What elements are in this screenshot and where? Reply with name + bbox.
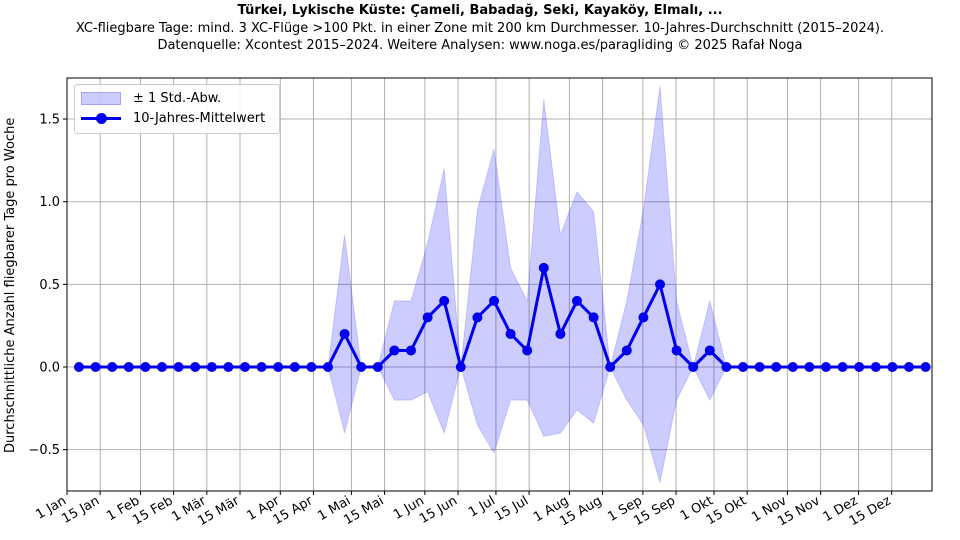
data-point	[638, 312, 649, 323]
data-point	[306, 362, 317, 372]
legend-std-label: ± 1 Std.-Abw.	[133, 90, 222, 106]
y-tick-label: 0.0	[39, 361, 60, 376]
x-tick-label: 15 Jan	[59, 493, 102, 526]
data-point	[688, 362, 699, 372]
line-marker-icon	[81, 112, 121, 124]
data-point	[605, 362, 616, 372]
data-point	[721, 362, 732, 372]
data-point	[920, 362, 931, 372]
legend: ± 1 Std.-Abw. 10-Jahres-Mittelwert	[74, 84, 280, 134]
data-point	[821, 362, 831, 372]
data-point	[323, 362, 333, 372]
data-point	[671, 345, 682, 356]
data-point	[854, 362, 865, 372]
data-point	[223, 362, 234, 372]
data-point	[90, 362, 101, 372]
data-point	[439, 295, 450, 306]
data-point	[738, 362, 748, 372]
data-point	[771, 362, 782, 372]
data-point	[256, 362, 267, 372]
data-point	[206, 362, 217, 372]
data-point	[621, 345, 632, 356]
std-band-swatch-icon	[81, 91, 121, 105]
data-point	[887, 362, 898, 372]
chart-subtitle-source: Datenquelle: Xcontest 2015–2024. Weitere…	[157, 38, 803, 53]
data-point	[522, 345, 533, 356]
data-point	[904, 362, 914, 372]
data-point	[273, 362, 284, 372]
data-point	[406, 345, 416, 356]
data-point	[173, 362, 184, 372]
data-point	[472, 312, 483, 323]
data-point	[356, 362, 367, 372]
x-tick-label: 15 Jun	[417, 493, 460, 526]
data-point	[123, 362, 134, 372]
x-tick-label: 1 Jul	[466, 493, 498, 520]
data-point	[588, 312, 599, 323]
legend-item-mean: 10-Jahres-Mittelwert	[81, 108, 265, 128]
data-point	[190, 362, 201, 372]
chart-title: Türkei, Lykische Küste: Çameli, Babadağ,…	[237, 3, 723, 18]
data-point	[787, 362, 798, 372]
chart-subtitle-definition: XC-fliegbare Tage: mind. 3 XC-Flüge >100…	[75, 21, 885, 36]
data-point	[704, 345, 715, 356]
x-tick-label: 15 Jul	[492, 493, 531, 524]
y-axis-label: Durchschnittliche Anzahl fliegbarer Tage…	[3, 117, 18, 453]
data-point	[157, 362, 167, 372]
y-tick-label: −0.5	[28, 443, 60, 458]
data-point	[289, 362, 300, 372]
data-point	[389, 345, 400, 356]
data-point	[804, 362, 815, 372]
y-tick-label: 0.5	[39, 278, 60, 293]
data-point	[74, 362, 84, 372]
y-tick-label: 1.0	[39, 195, 60, 210]
data-point	[754, 362, 765, 372]
legend-mean-label: 10-Jahres-Mittelwert	[133, 110, 266, 126]
data-point	[870, 362, 881, 372]
data-point	[107, 362, 118, 372]
data-point	[455, 362, 466, 372]
data-point	[538, 262, 549, 273]
data-point	[140, 362, 151, 372]
legend-item-std: ± 1 Std.-Abw.	[81, 88, 221, 108]
data-point	[372, 362, 383, 372]
data-point	[655, 279, 665, 290]
data-point	[422, 312, 433, 323]
data-point	[837, 362, 848, 372]
data-point	[489, 295, 499, 306]
mean-line	[79, 266, 926, 369]
data-point	[339, 328, 350, 339]
data-point	[240, 362, 250, 372]
y-tick-label: 1.5	[39, 113, 60, 128]
data-point	[505, 328, 516, 339]
data-point	[555, 328, 566, 339]
data-point	[572, 295, 582, 306]
